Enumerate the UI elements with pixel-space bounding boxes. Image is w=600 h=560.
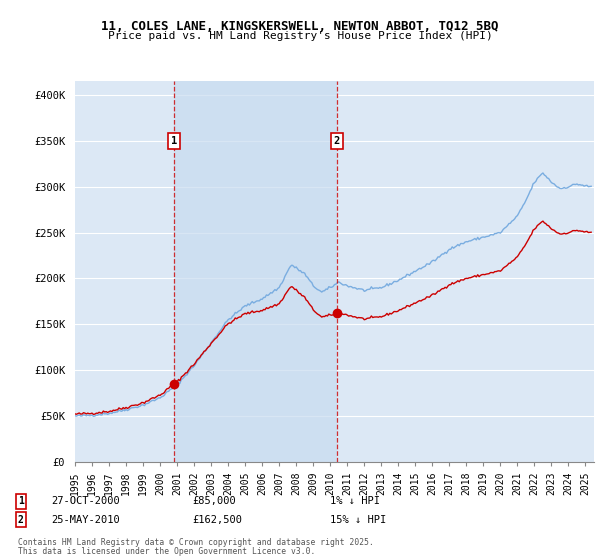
Text: 1% ↓ HPI: 1% ↓ HPI <box>330 496 380 506</box>
Text: 1: 1 <box>171 136 177 146</box>
Text: 11, COLES LANE, KINGSKERSWELL, NEWTON ABBOT, TQ12 5BQ: 11, COLES LANE, KINGSKERSWELL, NEWTON AB… <box>101 20 499 32</box>
Bar <box>174 81 337 462</box>
Text: £162,500: £162,500 <box>192 515 242 525</box>
Text: Contains HM Land Registry data © Crown copyright and database right 2025.: Contains HM Land Registry data © Crown c… <box>18 539 374 548</box>
Text: 2: 2 <box>334 136 340 146</box>
Text: 2: 2 <box>18 515 24 525</box>
Text: Price paid vs. HM Land Registry's House Price Index (HPI): Price paid vs. HM Land Registry's House … <box>107 31 493 41</box>
Text: £85,000: £85,000 <box>192 496 236 506</box>
Text: 1: 1 <box>18 496 24 506</box>
Text: 25-MAY-2010: 25-MAY-2010 <box>51 515 120 525</box>
Text: 27-OCT-2000: 27-OCT-2000 <box>51 496 120 506</box>
Text: This data is licensed under the Open Government Licence v3.0.: This data is licensed under the Open Gov… <box>18 548 316 557</box>
Text: 15% ↓ HPI: 15% ↓ HPI <box>330 515 386 525</box>
